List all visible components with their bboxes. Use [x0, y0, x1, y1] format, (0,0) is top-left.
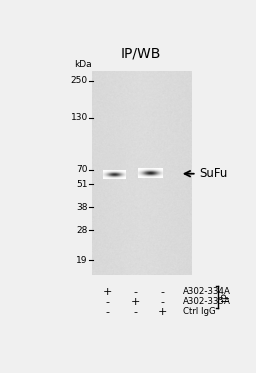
Text: Ctrl IgG: Ctrl IgG [183, 307, 216, 316]
Text: -: - [105, 297, 109, 307]
Text: +: + [158, 307, 168, 317]
Text: +: + [131, 297, 140, 307]
Text: 250: 250 [71, 76, 88, 85]
Text: A302-334A: A302-334A [183, 287, 231, 296]
Text: -: - [105, 307, 109, 317]
Text: kDa: kDa [74, 60, 91, 69]
Text: 38: 38 [77, 203, 88, 211]
Text: -: - [133, 307, 137, 317]
Text: 19: 19 [77, 256, 88, 265]
Text: 28: 28 [77, 226, 88, 235]
Text: 70: 70 [77, 165, 88, 174]
Text: SuFu: SuFu [200, 167, 228, 180]
Text: A302-335A: A302-335A [183, 297, 231, 306]
Text: -: - [161, 287, 165, 297]
Text: 51: 51 [77, 179, 88, 189]
Text: +: + [103, 287, 112, 297]
Text: IP/WB: IP/WB [121, 47, 161, 60]
Text: -: - [133, 287, 137, 297]
Text: 130: 130 [71, 113, 88, 122]
Text: IP: IP [221, 292, 231, 301]
Text: -: - [161, 297, 165, 307]
